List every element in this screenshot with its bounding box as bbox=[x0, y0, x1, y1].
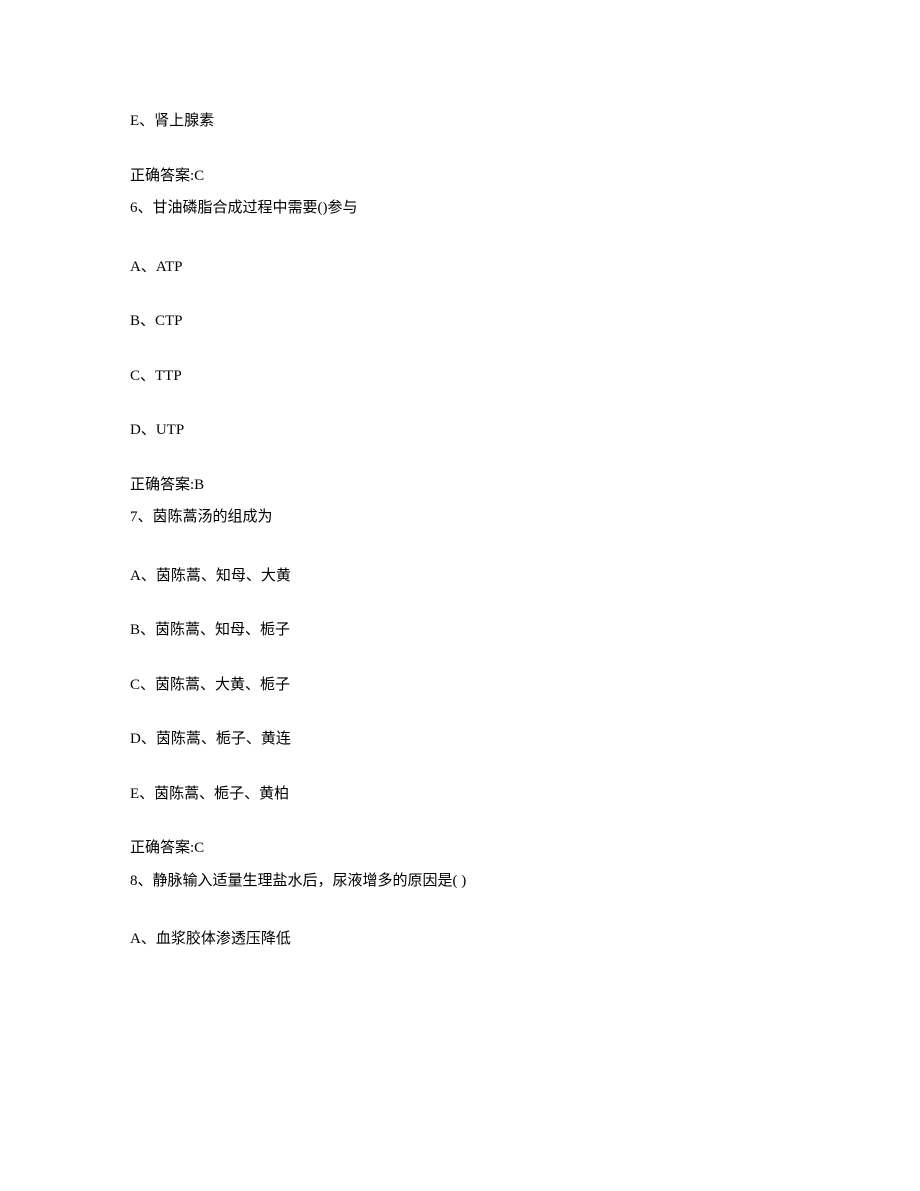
q7-option-a: A、茵陈蒿、知母、大黄 bbox=[130, 565, 790, 588]
q5-option-e: E、肾上腺素 bbox=[130, 110, 790, 133]
q6-option-a: A、ATP bbox=[130, 256, 790, 279]
q7-option-b: B、茵陈蒿、知母、栀子 bbox=[130, 619, 790, 642]
q6-option-d: D、UTP bbox=[130, 419, 790, 442]
q6-answer: 正确答案:B bbox=[130, 474, 790, 497]
q6-option-c: C、TTP bbox=[130, 365, 790, 388]
q7-stem: 7、茵陈蒿汤的组成为 bbox=[130, 506, 790, 529]
q6-stem: 6、甘油磷脂合成过程中需要()参与 bbox=[130, 197, 790, 220]
q8-option-a: A、血浆胶体渗透压降低 bbox=[130, 928, 790, 951]
q6-option-b: B、CTP bbox=[130, 310, 790, 333]
q7-option-e: E、茵陈蒿、栀子、黄柏 bbox=[130, 783, 790, 806]
q7-answer: 正确答案:C bbox=[130, 837, 790, 860]
q8-stem: 8、静脉输入适量生理盐水后，尿液增多的原因是( ) bbox=[130, 870, 790, 893]
q7-option-d: D、茵陈蒿、栀子、黄连 bbox=[130, 728, 790, 751]
q7-option-c: C、茵陈蒿、大黄、栀子 bbox=[130, 674, 790, 697]
q5-answer: 正确答案:C bbox=[130, 165, 790, 188]
